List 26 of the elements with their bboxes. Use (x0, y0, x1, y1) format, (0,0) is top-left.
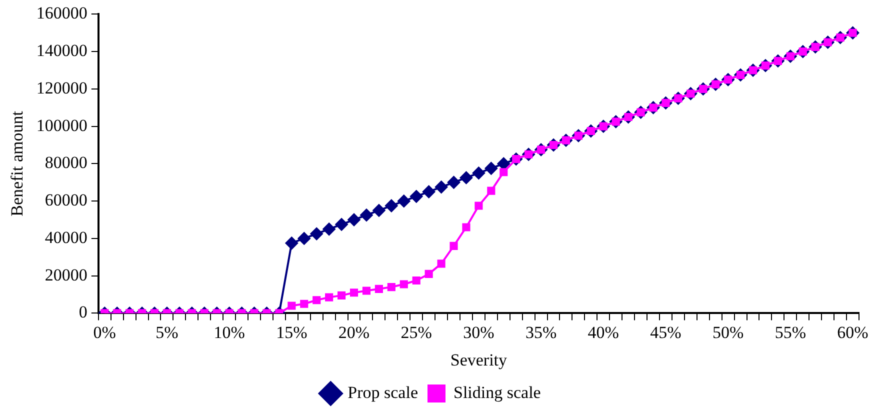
y-tick-label: 0 (78, 302, 88, 322)
x-tick-label: 55% (774, 322, 806, 342)
y-tick-label: 20000 (44, 265, 88, 284)
x-tick-label: 20% (338, 322, 370, 342)
y-tick-label: 40000 (44, 228, 88, 247)
y-tick-label: 100000 (36, 116, 88, 135)
y-tick-label: 120000 (36, 78, 88, 98)
x-tick-label: 15% (276, 322, 308, 342)
x-tick-label: 35% (525, 322, 557, 342)
x-tick-label: 40% (588, 322, 619, 342)
x-tick-label: 50% (712, 322, 744, 342)
legend-label: Prop scale (348, 382, 418, 402)
y-tick-label: 140000 (36, 41, 88, 60)
x-tick-label: 60% (837, 322, 868, 342)
x-tick-label: 5% (156, 322, 178, 342)
legend-label: Sliding scale (453, 382, 541, 402)
y-tick-label: 160000 (36, 4, 88, 23)
x-tick-label: 45% (650, 322, 682, 342)
y-tick-label: 80000 (44, 153, 88, 172)
y-tick-label: 60000 (44, 190, 88, 210)
x-tick-label: 25% (400, 322, 432, 342)
x-tick-label: 10% (214, 322, 245, 342)
x-axis-title: Severity (450, 350, 508, 370)
x-tick-label: 0% (93, 322, 116, 342)
x-tick-label: 30% (463, 322, 494, 342)
y-axis-title: Benefit amount (8, 110, 27, 216)
